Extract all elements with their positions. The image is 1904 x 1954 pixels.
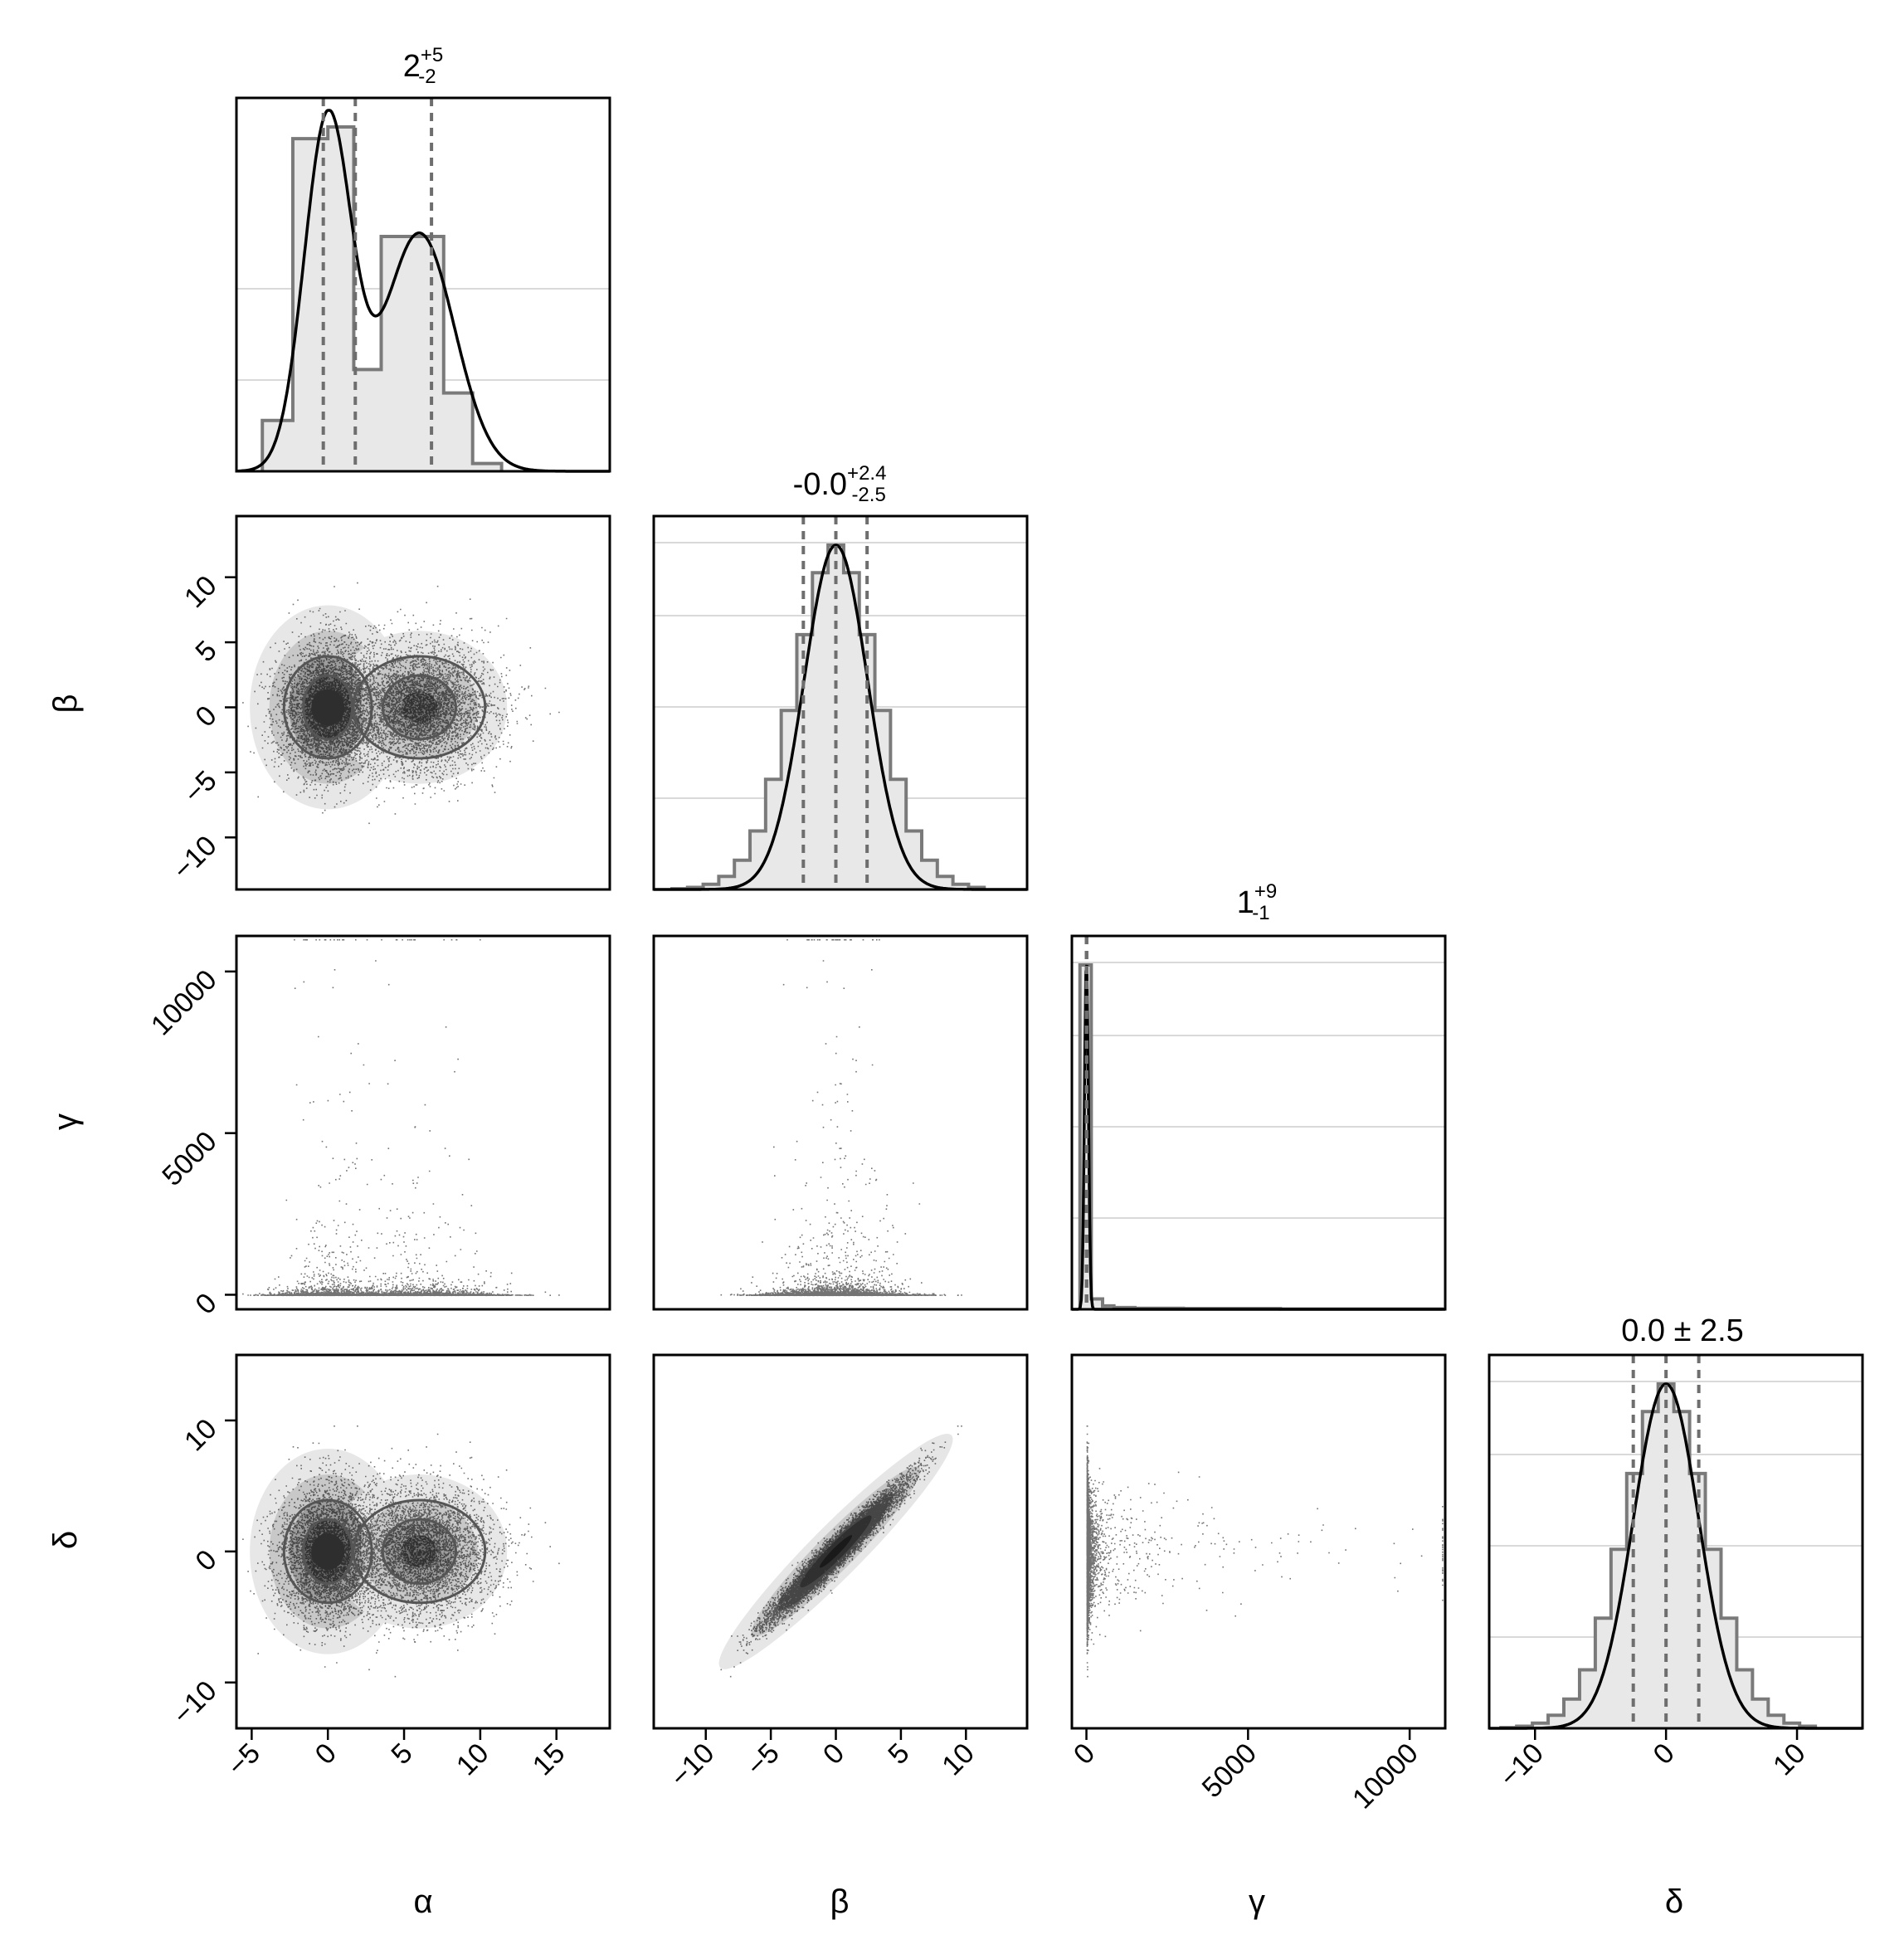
panel-frame	[235, 1353, 611, 1730]
x-tick-label: 10000	[1346, 1737, 1424, 1815]
y-tick-label: 0	[189, 699, 222, 733]
panel-frame	[1070, 934, 1447, 1311]
y-tick-label: 5	[189, 635, 222, 668]
contour-line	[282, 655, 373, 760]
x-tick-label: −5	[740, 1737, 785, 1782]
xlabel-alpha: α	[413, 1883, 432, 1920]
panels-group: −5 0 5 10 15 −10 −5 0 5 10 0 5000 10000 −10 0 10−10−505…	[145, 96, 1864, 1815]
title-beta: -0.0+2.4 -2.5	[793, 462, 887, 506]
hist-fill	[1501, 1384, 1816, 1728]
title-alpha: 2+5 -2	[403, 44, 444, 88]
scatter-points	[1086, 1425, 1444, 1678]
diag-panel-1	[652, 514, 1029, 891]
contour-line	[381, 674, 457, 741]
scatter-points	[242, 1425, 560, 1678]
contour-line	[352, 1498, 487, 1605]
x-tick-label: 0	[1648, 1737, 1681, 1771]
y-tick-label: 10	[178, 1413, 223, 1458]
panel-frame	[652, 514, 1029, 891]
x-tick-label: −5	[222, 1737, 266, 1782]
x-tick-label: 0	[309, 1737, 343, 1771]
scatter-panel-3-1	[652, 1353, 1029, 1730]
title-delta: 0.0 ± 2.5	[1621, 1313, 1744, 1348]
panel-frame	[652, 934, 1029, 1311]
scatter-panel-3-2	[1070, 1353, 1447, 1730]
ylabel-beta: β	[47, 694, 84, 713]
title-gamma: 1+9 -1	[1237, 880, 1278, 924]
ylabel-gamma: γ	[47, 1113, 84, 1130]
y-tick-label: 0	[189, 1544, 222, 1577]
x-tick-label: 10	[1767, 1737, 1812, 1782]
kde-curve	[1072, 964, 1445, 1311]
scatter-panel-3-0	[235, 1353, 611, 1730]
scatter-panel-2-0	[235, 934, 611, 1311]
scatter-panel-2-1	[652, 934, 1029, 1311]
x-tick-label: 15	[527, 1737, 572, 1782]
scatter-points	[242, 582, 560, 825]
hist-fill	[671, 545, 985, 889]
x-tick-label: 0	[1068, 1737, 1101, 1771]
scatter-points	[720, 1425, 962, 1678]
xlabel-gamma: γ	[1249, 1883, 1265, 1920]
hist-fill	[1079, 965, 1443, 1309]
x-tick-label: 10	[450, 1737, 495, 1782]
hist-step	[261, 125, 504, 471]
xlabel-delta: δ	[1665, 1883, 1683, 1920]
y-tick-label: 0	[189, 1287, 222, 1320]
contour-line	[381, 1518, 457, 1586]
y-tick-label: 5000	[156, 1125, 222, 1191]
y-tick-label: −10	[167, 830, 223, 886]
panel-frame	[235, 514, 611, 891]
scatter-points	[720, 938, 962, 1297]
hist-step	[1078, 963, 1444, 1311]
density-core	[311, 689, 345, 726]
panel-frame	[652, 1353, 1029, 1730]
scatter-points	[242, 938, 560, 1297]
x-tick-label: 0	[817, 1737, 850, 1771]
diag-panel-3	[1488, 1353, 1864, 1730]
x-tick-label: 10	[936, 1737, 981, 1782]
y-tick-label: 10000	[145, 964, 223, 1042]
contour-line	[282, 1498, 373, 1605]
x-tick-label: −10	[665, 1737, 721, 1794]
y-tick-label: −10	[167, 1675, 223, 1732]
scatter-panel-1-0	[235, 514, 611, 891]
y-tick-label: 10	[178, 569, 223, 614]
panel-frame	[235, 96, 611, 473]
panel-frame	[1070, 1353, 1447, 1730]
x-tick-label: 5	[882, 1737, 915, 1771]
contour-line	[352, 655, 487, 760]
panel-frame	[235, 934, 611, 1311]
density-core	[311, 1533, 345, 1570]
panel-frame	[1488, 1353, 1864, 1730]
xlabel-beta: β	[830, 1883, 849, 1920]
diag-panel-0	[235, 96, 611, 473]
x-tick-label: −10	[1493, 1737, 1550, 1794]
y-tick-label: −5	[178, 765, 222, 810]
x-tick-label: 5	[385, 1737, 418, 1771]
ylabel-delta: δ	[47, 1531, 84, 1549]
x-tick-label: 5000	[1196, 1737, 1263, 1804]
diag-panel-2	[1070, 934, 1447, 1311]
